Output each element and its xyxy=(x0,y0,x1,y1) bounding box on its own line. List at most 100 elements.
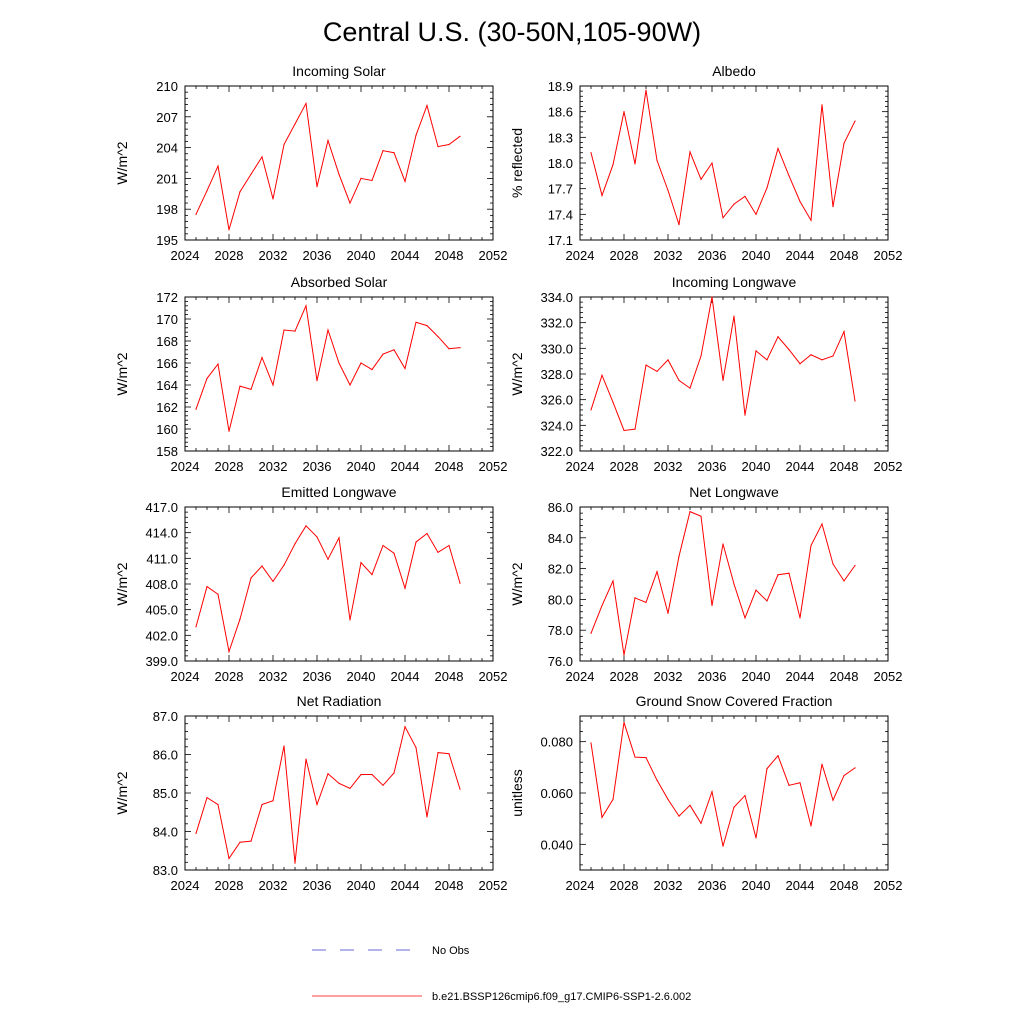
data-point xyxy=(766,768,768,770)
y-tick-label: 18.6 xyxy=(548,105,573,120)
data-point xyxy=(766,187,768,189)
data-point xyxy=(327,773,329,775)
data-point xyxy=(711,791,713,793)
data-point xyxy=(272,384,274,386)
panel-title: Net Longwave xyxy=(689,484,779,500)
data-point xyxy=(448,348,450,350)
x-tick-label: 2028 xyxy=(215,459,244,474)
data-point xyxy=(766,359,768,361)
y-tick-label: 207 xyxy=(156,110,178,125)
data-point xyxy=(612,164,614,166)
data-point xyxy=(700,178,702,180)
x-tick-label: 2052 xyxy=(874,669,903,684)
y-tick-label: 399.0 xyxy=(145,654,178,669)
data-point xyxy=(843,142,845,144)
data-point xyxy=(612,401,614,403)
x-tick-label: 2032 xyxy=(654,459,683,474)
panel-title: Ground Snow Covered Fraction xyxy=(636,693,833,709)
data-point xyxy=(689,804,691,806)
x-tick-label: 2036 xyxy=(303,459,332,474)
data-point xyxy=(459,788,461,790)
plot-frame xyxy=(184,715,494,871)
data-point xyxy=(722,845,724,847)
data-point xyxy=(272,800,274,802)
y-tick-label: 160 xyxy=(156,422,178,437)
x-tick-label: 2040 xyxy=(742,878,771,893)
x-tick-label: 2040 xyxy=(347,459,376,474)
data-point xyxy=(810,544,812,547)
data-point xyxy=(294,123,296,125)
x-tick-label: 2052 xyxy=(479,459,508,474)
x-tick-label: 2028 xyxy=(610,878,639,893)
data-point xyxy=(228,430,230,432)
x-tick-label: 2040 xyxy=(347,248,376,263)
data-point xyxy=(228,857,230,860)
legend-obs-label: No Obs xyxy=(432,945,470,957)
y-axis-label: W/m^2 xyxy=(509,562,525,605)
data-point xyxy=(777,755,779,757)
data-point xyxy=(371,773,373,776)
x-tick-label: 2048 xyxy=(830,459,859,474)
y-tick-label: 195 xyxy=(156,233,178,248)
x-tick-label: 2044 xyxy=(391,248,420,263)
data-point xyxy=(195,626,197,628)
data-point xyxy=(426,325,428,327)
data-point xyxy=(711,296,713,298)
x-tick-label: 2052 xyxy=(479,669,508,684)
y-tick-label: 330.0 xyxy=(540,341,573,356)
data-point xyxy=(261,565,263,567)
data-point xyxy=(239,385,241,387)
data-point xyxy=(382,150,384,152)
data-point xyxy=(239,841,241,843)
data-point xyxy=(788,572,790,574)
y-axis-label: W/m^2 xyxy=(114,562,130,605)
data-point xyxy=(755,837,757,839)
y-tick-label: 334.0 xyxy=(540,290,573,305)
y-axis-label: unitless xyxy=(509,769,525,816)
data-point xyxy=(788,175,790,177)
data-point xyxy=(327,329,329,331)
y-tick-label: 414.0 xyxy=(145,526,178,541)
x-tick-label: 2024 xyxy=(566,459,595,474)
data-point xyxy=(777,147,779,150)
x-tick-label: 2040 xyxy=(347,669,376,684)
data-point xyxy=(426,816,428,818)
data-point xyxy=(656,779,658,781)
data-point xyxy=(305,525,307,527)
data-point xyxy=(294,862,296,864)
data-point xyxy=(305,305,307,307)
data-point xyxy=(601,374,603,376)
data-point xyxy=(426,532,428,535)
y-tick-label: 17.1 xyxy=(548,233,573,248)
data-point xyxy=(437,336,439,338)
data-point xyxy=(623,111,625,113)
data-point xyxy=(371,573,373,576)
data-point xyxy=(360,562,362,564)
data-point xyxy=(700,822,702,824)
plot-frame xyxy=(579,715,889,871)
x-tick-label: 2024 xyxy=(171,878,200,893)
plot-frame xyxy=(184,296,494,452)
x-tick-label: 2044 xyxy=(786,459,815,474)
y-axis-label: W/m^2 xyxy=(509,352,525,395)
x-tick-label: 2048 xyxy=(830,248,859,263)
data-point xyxy=(645,756,647,759)
data-point xyxy=(744,195,746,197)
data-point xyxy=(645,89,647,91)
data-point xyxy=(766,600,768,602)
data-point xyxy=(590,742,592,744)
data-point xyxy=(393,772,395,774)
x-tick-label: 2036 xyxy=(698,459,727,474)
data-point xyxy=(360,177,362,179)
data-point xyxy=(448,143,450,146)
data-point xyxy=(349,202,351,204)
data-point xyxy=(623,429,625,432)
data-point xyxy=(601,194,603,197)
panel-title: Absorbed Solar xyxy=(291,274,388,290)
data-point xyxy=(349,787,351,789)
data-point xyxy=(821,104,823,106)
x-tick-label: 2044 xyxy=(786,878,815,893)
data-point xyxy=(810,354,812,356)
y-tick-label: 201 xyxy=(156,171,178,186)
y-tick-label: 408.0 xyxy=(145,577,178,592)
